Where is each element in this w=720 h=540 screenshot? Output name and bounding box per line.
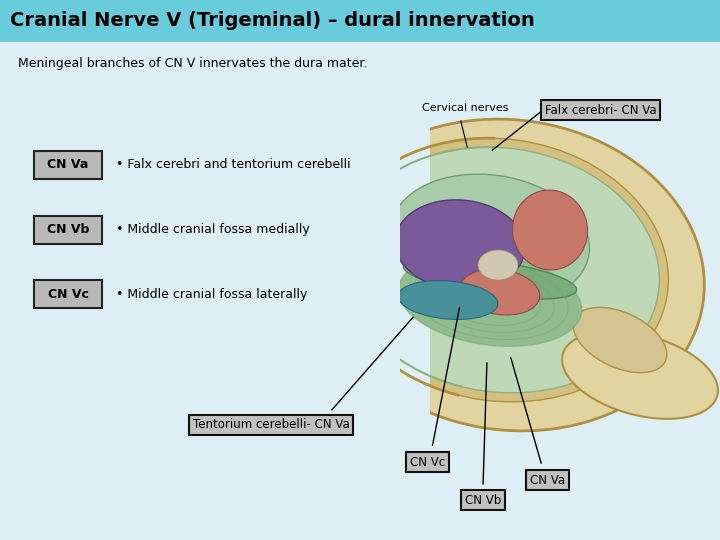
- Text: CN Vb: CN Vb: [47, 223, 89, 236]
- Text: CN Vc: CN Vc: [48, 288, 89, 301]
- Bar: [34, 215, 102, 244]
- Bar: [34, 280, 102, 308]
- Text: • Middle cranial fossa medially: • Middle cranial fossa medially: [116, 223, 310, 236]
- Bar: [34, 215, 102, 244]
- Text: • Middle cranial fossa laterally: • Middle cranial fossa laterally: [116, 288, 307, 301]
- Text: CN Vb: CN Vb: [47, 223, 89, 236]
- Text: Falx cerebri- CN Va: Falx cerebri- CN Va: [545, 104, 657, 117]
- Ellipse shape: [395, 200, 525, 290]
- Ellipse shape: [315, 119, 704, 431]
- Text: CN Vc: CN Vc: [48, 288, 89, 301]
- Text: CN Vc: CN Vc: [410, 456, 445, 469]
- Text: • Middle cranial fossa laterally: • Middle cranial fossa laterally: [116, 288, 307, 301]
- Bar: [34, 151, 102, 179]
- Ellipse shape: [562, 331, 718, 419]
- Text: • Falx cerebri and tentorium cerebelli: • Falx cerebri and tentorium cerebelli: [116, 158, 351, 171]
- Text: Cranial Nerve V (Trigeminal) – dural innervation: Cranial Nerve V (Trigeminal) – dural inn…: [10, 11, 535, 30]
- Text: Meningeal branches of CN V innervates the dura mater.: Meningeal branches of CN V innervates th…: [18, 57, 367, 71]
- Bar: [0, 0, 720, 42]
- Ellipse shape: [403, 257, 577, 299]
- Text: • Falx cerebri and tentorium cerebelli: • Falx cerebri and tentorium cerebelli: [116, 158, 351, 171]
- Ellipse shape: [460, 269, 540, 315]
- Ellipse shape: [341, 147, 660, 393]
- Polygon shape: [0, 0, 400, 540]
- Text: CN Va: CN Va: [530, 474, 565, 487]
- Text: CN Va: CN Va: [48, 158, 89, 171]
- Polygon shape: [310, 120, 430, 420]
- Text: Cervical nerves: Cervical nerves: [422, 103, 508, 113]
- Bar: [34, 151, 102, 179]
- Text: CN Va: CN Va: [48, 158, 89, 171]
- Ellipse shape: [478, 250, 518, 280]
- Text: Cranial Nerve V (Trigeminal) – dural innervation: Cranial Nerve V (Trigeminal) – dural inn…: [10, 11, 535, 30]
- Ellipse shape: [332, 138, 668, 402]
- Ellipse shape: [398, 254, 582, 346]
- Text: CN Vb: CN Vb: [465, 494, 501, 507]
- Text: Meningeal branches of CN V innervates the dura mater.: Meningeal branches of CN V innervates th…: [18, 57, 367, 71]
- Text: Tentorium cerebelli- CN Va: Tentorium cerebelli- CN Va: [193, 418, 350, 431]
- Ellipse shape: [513, 190, 588, 270]
- Ellipse shape: [341, 147, 660, 393]
- Ellipse shape: [398, 281, 498, 320]
- Text: • Middle cranial fossa medially: • Middle cranial fossa medially: [116, 223, 310, 236]
- Ellipse shape: [573, 307, 667, 373]
- Bar: [0, 0, 720, 42]
- Bar: [34, 280, 102, 308]
- Ellipse shape: [390, 174, 590, 306]
